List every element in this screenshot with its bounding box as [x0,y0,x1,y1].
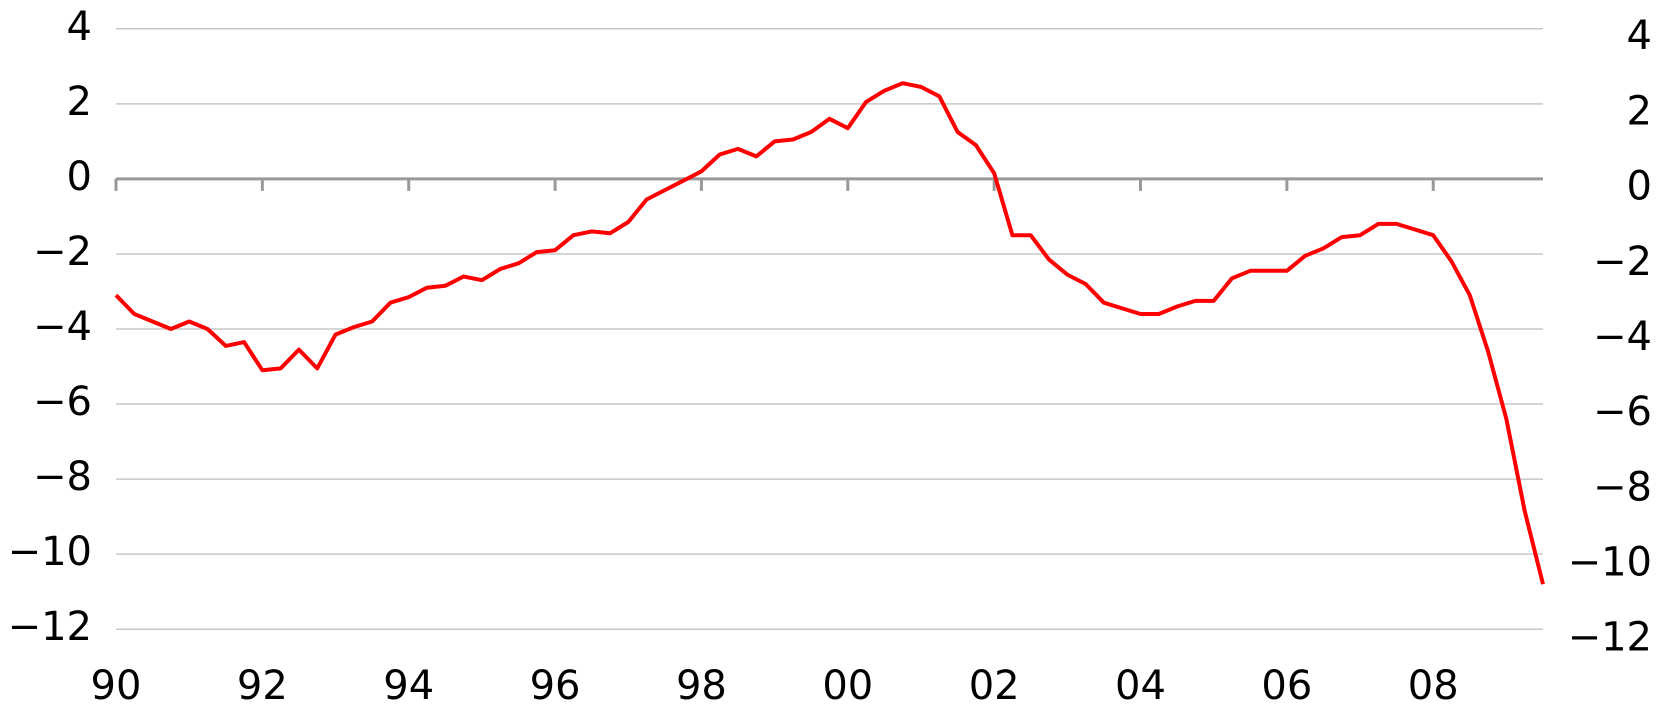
x-tick-label: 06 [1261,663,1312,707]
y-tick-label: −4 [33,304,92,350]
data-line [114,81,1545,585]
x-tick-label: 08 [1408,663,1459,707]
y-tick-label: 0 [67,154,92,200]
y2-tick-label: 4 [1627,13,1652,59]
x-tick-label: 00 [822,663,873,707]
y2-tick-label: −4 [1593,314,1652,360]
y-tick-label: −6 [33,379,92,425]
x-tick-label: 98 [676,663,727,707]
y2-tick-label: −10 [1568,540,1652,586]
x-tick-label: 02 [969,663,1020,707]
y2-tick-label: −8 [1593,464,1652,510]
y-tick-label: 2 [67,79,92,125]
x-tick-label: 90 [91,663,142,707]
y2-tick-label: −2 [1593,239,1652,285]
x-tick-label: 92 [237,663,288,707]
x-tick-label: 04 [1115,663,1166,707]
y2-tick-label: −6 [1593,389,1652,435]
y-tick-label: 4 [67,4,92,50]
y2-tick-label: 2 [1627,88,1652,134]
y-tick-label: −2 [33,229,92,275]
x-tick-label: 96 [530,663,581,707]
y-tick-label: −12 [8,604,92,650]
x-tick-label: 94 [383,663,434,707]
y-tick-label: −8 [33,454,92,500]
y-tick-label: −10 [8,529,92,575]
y2-tick-label: −12 [1568,615,1652,661]
y2-tick-label: 0 [1627,164,1652,210]
